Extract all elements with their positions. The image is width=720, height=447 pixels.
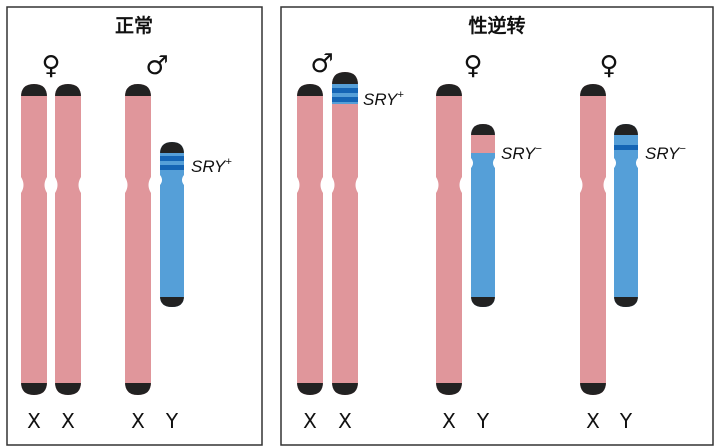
chromosome-label: Y <box>619 409 633 433</box>
x-chromosome <box>125 84 151 395</box>
y-chromosome <box>160 142 184 307</box>
male-symbol: ♂ <box>145 51 168 81</box>
chromosome-label: X <box>442 409 456 433</box>
sry-label: SRY− <box>501 143 542 163</box>
sry-label: SRY+ <box>191 156 232 176</box>
chromosome-label: X <box>303 409 317 433</box>
sry-label: SRY+ <box>363 89 404 109</box>
x-chromosome-with-sry <box>332 72 358 395</box>
chromosome-label: X <box>586 409 600 433</box>
x-chromosome <box>21 84 47 395</box>
x-chromosome <box>580 84 606 395</box>
chromosome-label: X <box>131 409 145 433</box>
reversal-panel-border <box>280 6 714 446</box>
sry-label: SRY− <box>645 143 686 163</box>
x-chromosome <box>297 84 323 395</box>
chromosome-label: Y <box>476 409 490 433</box>
female-symbol: ♀ <box>41 51 60 81</box>
x-chromosome <box>436 84 462 395</box>
male-symbol: ♂ <box>310 49 333 79</box>
normal-panel-title: 正常 <box>115 14 153 37</box>
female-symbol: ♀ <box>599 51 618 81</box>
chromosome-label: X <box>338 409 352 433</box>
chromosome-label: X <box>27 409 41 433</box>
y-chromosome-mutant-sry <box>614 124 638 307</box>
reversal-panel-title: 性逆转 <box>468 14 525 37</box>
female-symbol: ♀ <box>463 51 482 81</box>
y-chromosome-without-sry <box>471 124 495 307</box>
normal-panel-border <box>6 6 263 446</box>
x-chromosome <box>55 84 81 395</box>
chromosome-label: X <box>61 409 75 433</box>
chromosome-label: Y <box>165 409 179 433</box>
